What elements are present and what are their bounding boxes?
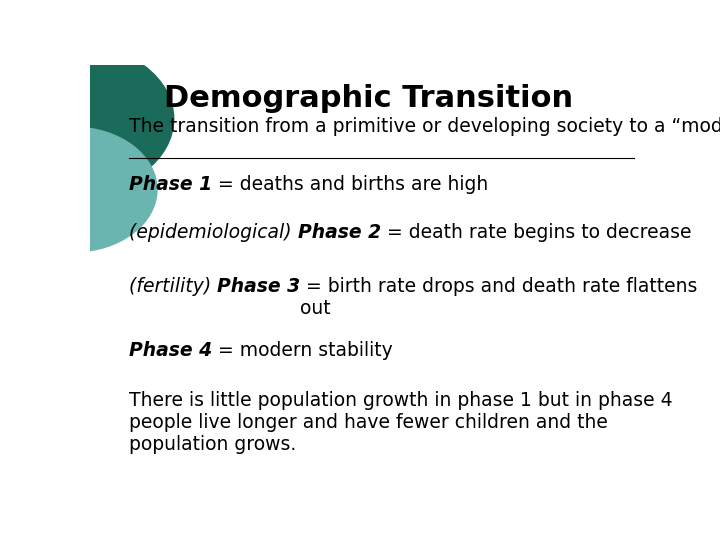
Text: Phase 2: Phase 2	[297, 223, 381, 242]
Circle shape	[0, 44, 174, 194]
Text: There is little population growth in phase 1 but in phase 4
people live longer a: There is little population growth in pha…	[129, 391, 672, 454]
Text: (fertility): (fertility)	[129, 277, 217, 296]
Text: Phase 3: Phase 3	[217, 277, 300, 296]
Text: The transition from a primitive or developing society to a “modern” or developed: The transition from a primitive or devel…	[129, 117, 720, 136]
Text: = birth rate drops and death rate flattens
out: = birth rate drops and death rate flatte…	[300, 277, 698, 318]
Text: = death rate begins to decrease: = death rate begins to decrease	[381, 223, 691, 242]
Circle shape	[0, 127, 157, 252]
Text: Demographic Transition: Demographic Transition	[164, 84, 574, 112]
Text: Phase 4: Phase 4	[129, 341, 212, 360]
Text: Phase 1: Phase 1	[129, 175, 212, 194]
Text: (epidemiological): (epidemiological)	[129, 223, 297, 242]
Text: = modern stability: = modern stability	[212, 341, 393, 360]
Text: = deaths and births are high: = deaths and births are high	[212, 175, 488, 194]
